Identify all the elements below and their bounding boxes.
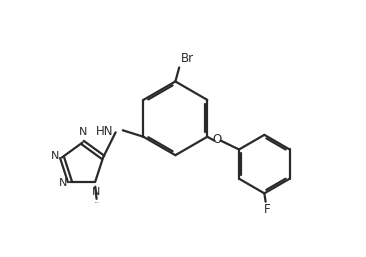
Text: HN: HN <box>96 125 113 138</box>
Text: N: N <box>59 178 67 188</box>
Text: N: N <box>51 151 59 161</box>
Text: methyl: methyl <box>95 202 100 203</box>
Text: N: N <box>79 127 87 137</box>
Text: N: N <box>92 187 101 197</box>
Text: F: F <box>264 203 270 216</box>
Text: O: O <box>212 133 221 146</box>
Text: Br: Br <box>180 52 194 65</box>
